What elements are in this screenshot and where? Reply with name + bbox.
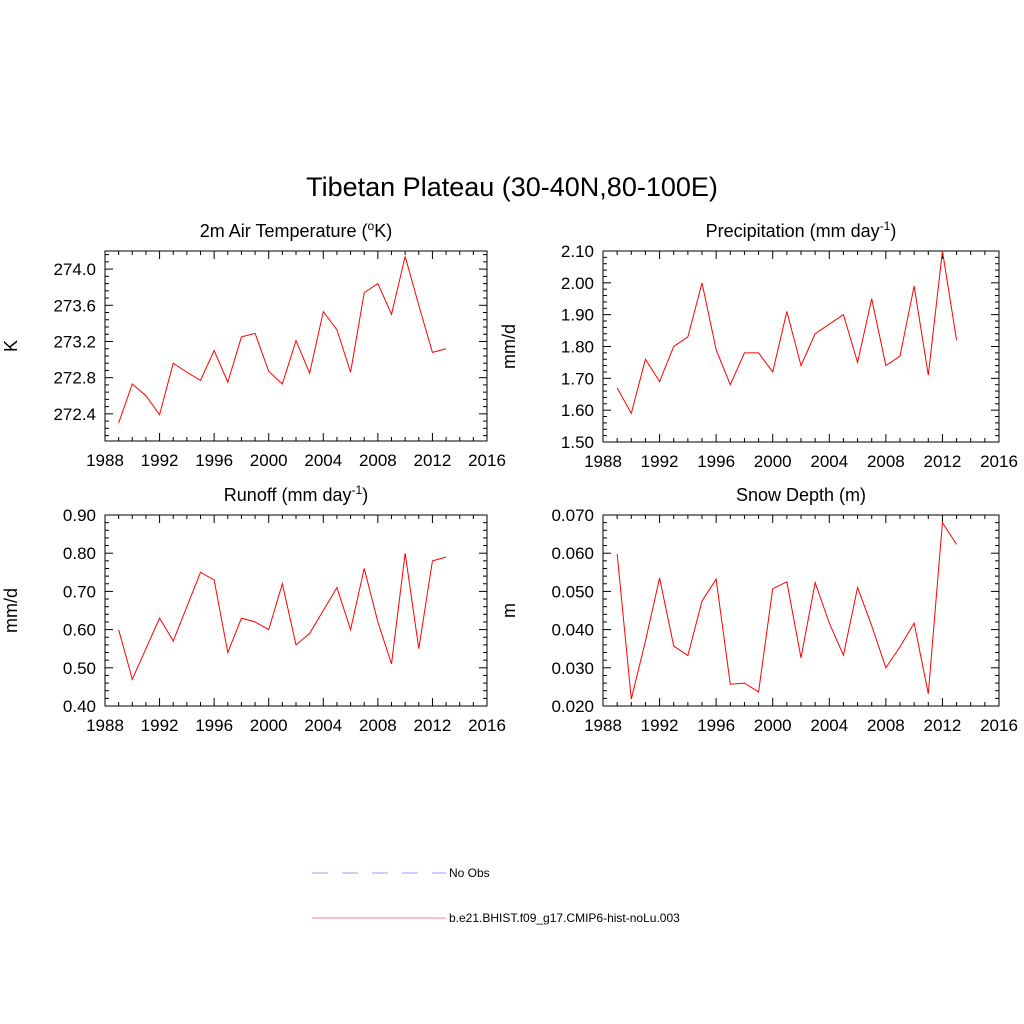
y-axis-label-snow-depth: m bbox=[499, 603, 519, 618]
y-tick-label: 274.0 bbox=[53, 260, 96, 279]
x-tick-label: 2004 bbox=[304, 451, 342, 470]
x-tick-label: 1988 bbox=[584, 716, 622, 735]
figure-title: Tibetan Plateau (30-40N,80-100E) bbox=[306, 172, 718, 202]
panel-title-precipitation: Precipitation (mm day-1) bbox=[706, 219, 897, 241]
panel-title-air-temperature: 2m Air Temperature (oK) bbox=[200, 219, 392, 241]
panel-title-runoff: Runoff (mm day-1) bbox=[224, 483, 368, 505]
x-tick-label: 2000 bbox=[754, 452, 792, 471]
y-tick-label: 0.70 bbox=[63, 582, 96, 601]
x-tick-label: 2012 bbox=[414, 716, 452, 735]
y-tick-label: 0.070 bbox=[551, 506, 594, 525]
plot-frame-snow-depth bbox=[602, 514, 1000, 707]
x-tick-label: 2008 bbox=[867, 452, 905, 471]
x-tick-label: 2000 bbox=[250, 451, 288, 470]
series-line-runoff bbox=[118, 553, 447, 681]
y-tick-label: 272.8 bbox=[53, 369, 96, 388]
y-axis-label-runoff: mm/d bbox=[1, 588, 21, 633]
y-tick-label: 1.70 bbox=[561, 369, 594, 388]
y-tick-label: 0.60 bbox=[63, 621, 96, 640]
x-tick-label: 1992 bbox=[641, 452, 679, 471]
x-tick-label: 1996 bbox=[697, 452, 735, 471]
y-tick-label: 0.020 bbox=[551, 697, 594, 716]
y-tick-label: 1.90 bbox=[561, 306, 594, 325]
y-tick-label: 0.040 bbox=[551, 621, 594, 640]
y-tick-label: 1.60 bbox=[561, 401, 594, 420]
legend: No Obs b.e21.BHIST.f09_g17.CMIP6-hist-no… bbox=[312, 866, 680, 925]
legend-label-model-run: b.e21.BHIST.f09_g17.CMIP6-hist-noLu.003 bbox=[449, 911, 680, 925]
y-tick-label: 273.6 bbox=[53, 296, 96, 315]
x-tick-label: 1992 bbox=[141, 716, 179, 735]
panel-air-temperature: 2m Air Temperature (oK) 1988 1992 1996 2000 2… bbox=[1, 219, 506, 470]
x-tick-label: 2008 bbox=[867, 716, 905, 735]
y-tick-label: 0.060 bbox=[551, 544, 594, 563]
x-tick-label: 1996 bbox=[195, 716, 233, 735]
legend-label-no-obs: No Obs bbox=[449, 866, 490, 880]
x-tick-label: 2012 bbox=[924, 716, 962, 735]
x-tick-label: 1996 bbox=[697, 716, 735, 735]
x-tick-label: 2012 bbox=[414, 451, 452, 470]
plot-frame-air-temperature bbox=[104, 250, 488, 442]
y-axis-label-precipitation: mm/d bbox=[499, 324, 519, 369]
x-tick-label: 1988 bbox=[86, 451, 124, 470]
panel-precipitation: Precipitation (mm day-1) 1988 1992 1996 2000… bbox=[499, 219, 1018, 471]
panel-title-snow-depth: Snow Depth (m) bbox=[736, 485, 866, 505]
x-tick-label: 1988 bbox=[86, 716, 124, 735]
y-tick-label: 1.80 bbox=[561, 338, 594, 357]
panel-snow-depth: Snow Depth (m) 1988 1992 1996 2000 2004 2008 20… bbox=[499, 485, 1018, 735]
series-line-air-temperature bbox=[118, 256, 447, 424]
x-tick-label: 1996 bbox=[195, 451, 233, 470]
y-tick-label: 0.50 bbox=[63, 659, 96, 678]
x-tick-label: 2004 bbox=[810, 716, 848, 735]
y-tick-label: 1.50 bbox=[561, 433, 594, 452]
x-tick-label: 2008 bbox=[359, 716, 397, 735]
series-line-precipitation bbox=[616, 250, 958, 415]
x-tick-label: 1992 bbox=[141, 451, 179, 470]
x-tick-label: 1988 bbox=[584, 452, 622, 471]
series-line-snow-depth bbox=[616, 521, 957, 700]
y-tick-label: 0.030 bbox=[551, 659, 594, 678]
x-tick-label: 2000 bbox=[754, 716, 792, 735]
x-tick-label: 2004 bbox=[304, 716, 342, 735]
x-tick-label: 2000 bbox=[250, 716, 288, 735]
y-tick-label: 0.050 bbox=[551, 582, 594, 601]
x-tick-label: 2016 bbox=[468, 716, 506, 735]
plot-frame-runoff bbox=[104, 514, 488, 707]
x-tick-label: 2012 bbox=[924, 452, 962, 471]
x-tick-label: 2016 bbox=[468, 451, 506, 470]
x-tick-label: 2008 bbox=[359, 451, 397, 470]
panel-runoff: Runoff (mm day-1) 1988 1992 1996 2000 2004 200… bbox=[1, 483, 506, 735]
y-axis-label-air-temperature: K bbox=[1, 340, 21, 352]
x-tick-label: 1992 bbox=[641, 716, 679, 735]
y-tick-label: 0.40 bbox=[63, 697, 96, 716]
y-tick-label: 273.2 bbox=[53, 332, 96, 351]
y-tick-label: 0.80 bbox=[63, 544, 96, 563]
x-tick-label: 2016 bbox=[980, 716, 1018, 735]
x-tick-label: 2016 bbox=[980, 452, 1018, 471]
x-tick-label: 2004 bbox=[810, 452, 848, 471]
y-tick-label: 2.00 bbox=[561, 274, 594, 293]
y-tick-label: 0.90 bbox=[63, 506, 96, 525]
y-tick-label: 2.10 bbox=[561, 242, 594, 261]
y-tick-label: 272.4 bbox=[53, 405, 96, 424]
